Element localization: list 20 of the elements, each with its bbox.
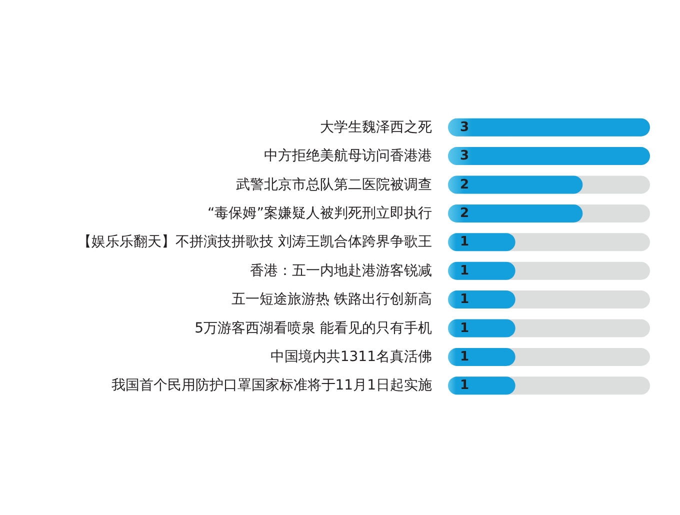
data-label: 3 xyxy=(460,148,470,164)
y-tick-label: 大学生魏泽西之死 xyxy=(320,119,432,136)
data-label: 1 xyxy=(460,320,470,336)
y-tick-label: 5万游客西湖看喷泉 能看见的只有手机 xyxy=(194,320,432,336)
data-label: 2 xyxy=(460,177,470,192)
y-tick-label: 武警北京市总队第二医院被调查 xyxy=(236,176,432,193)
y-tick-label: 五一短途旅游热 铁路出行创新高 xyxy=(232,292,432,308)
data-label: 1 xyxy=(460,349,470,364)
data-label: 2 xyxy=(460,206,470,221)
data-label: 3 xyxy=(460,120,470,135)
data-label: 1 xyxy=(460,378,470,394)
data-label: 1 xyxy=(460,263,470,278)
data-label: 1 xyxy=(460,292,470,308)
y-tick-label: “毒保姆”案嫌疑人被判死刑立即执行 xyxy=(207,204,432,222)
y-tick-label: 中国境内共1311名真活佛 xyxy=(270,348,432,365)
y-tick-label: 中方拒绝美航母访问香港港 xyxy=(264,148,432,164)
y-tick-label: 【娱乐乐翻天】不拼演技拼歌技 刘涛王凯合体跨界争歌王 xyxy=(78,234,432,250)
data-label: 1 xyxy=(460,234,470,250)
y-tick-label: 香港：五一内地赴港游客锐减 xyxy=(250,262,432,279)
y-tick-label: 我国首个民用防护口罩国家标准将于11月1日起实施 xyxy=(111,378,432,394)
